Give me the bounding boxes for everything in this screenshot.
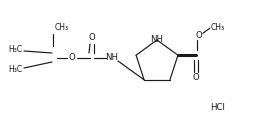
Text: H₃C: H₃C [8,65,22,74]
Text: O: O [69,53,75,63]
Text: O: O [196,31,202,40]
Text: NH: NH [150,36,163,45]
Text: O: O [192,73,199,82]
Text: CH₃: CH₃ [211,23,225,32]
Text: O: O [89,34,95,43]
Text: H₃C: H₃C [8,45,22,55]
Text: NH: NH [105,53,119,63]
Text: HCl: HCl [211,103,225,113]
Text: CH₃: CH₃ [55,24,69,32]
